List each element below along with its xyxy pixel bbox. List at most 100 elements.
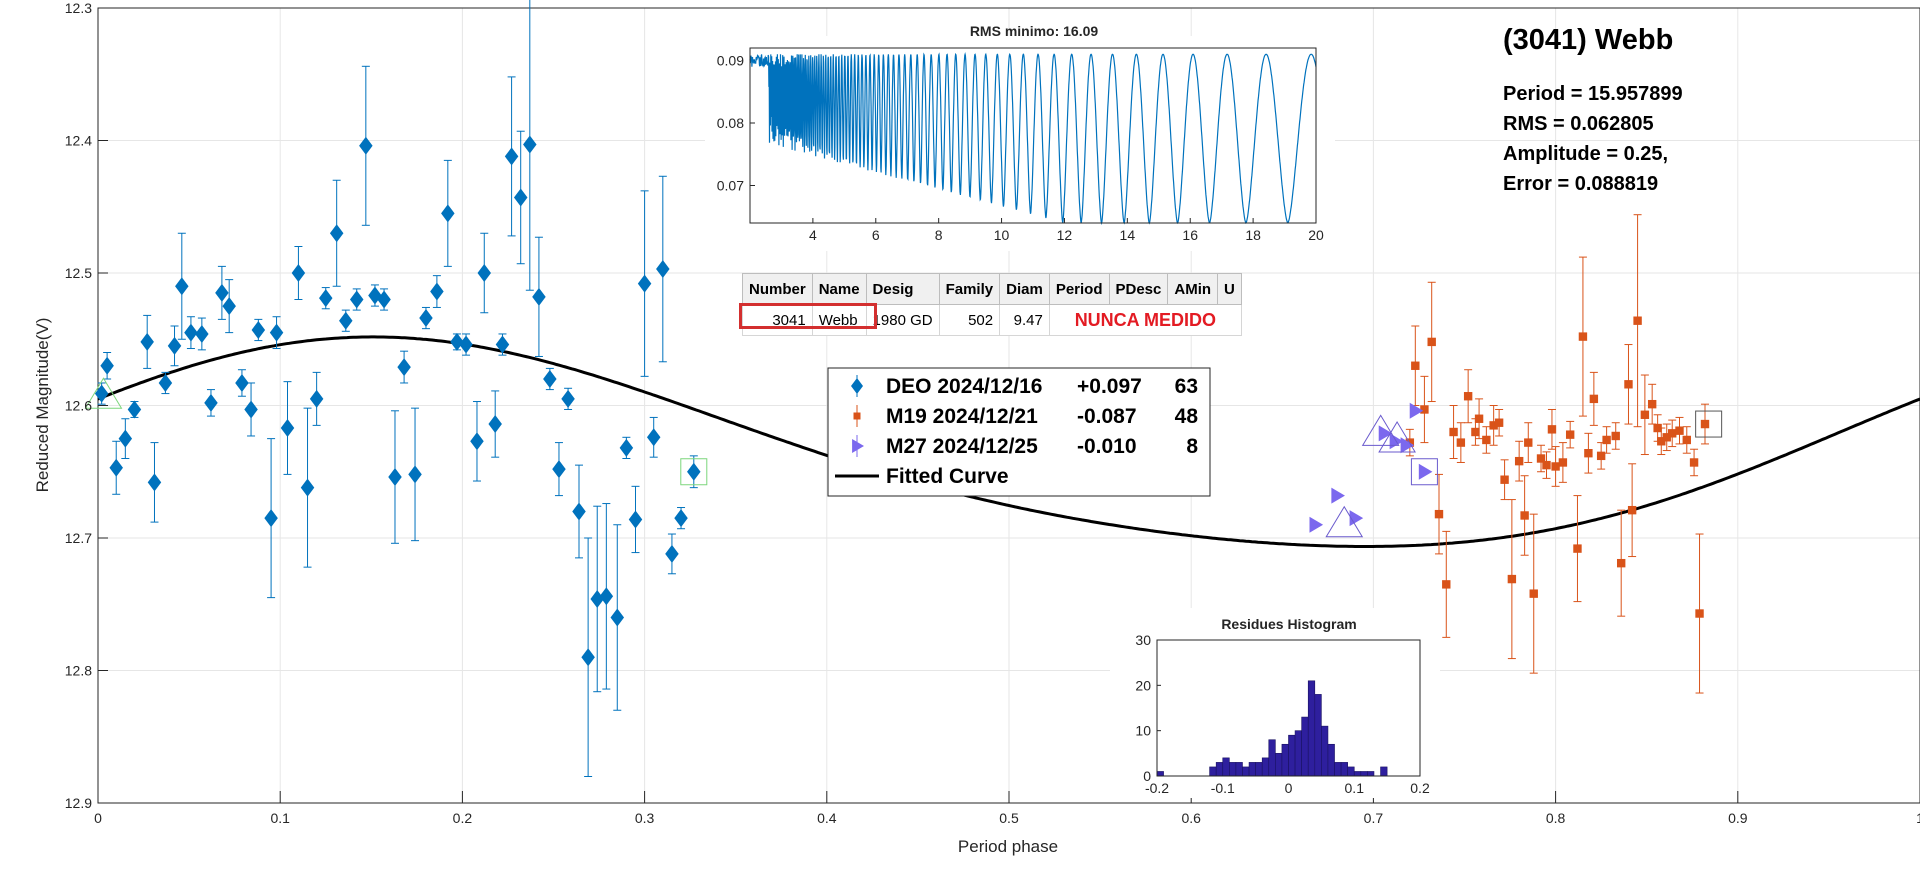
data-point (656, 260, 670, 278)
data-point (175, 277, 189, 295)
histogram-bar (1289, 735, 1296, 776)
data-point (1309, 517, 1323, 533)
cell-family: 502 (939, 305, 1000, 336)
histogram-bar (1335, 762, 1342, 776)
histogram-bar (1361, 771, 1368, 776)
histogram-bar (1256, 762, 1263, 776)
histogram-bar (1262, 758, 1269, 776)
rms-x-tick-label: 4 (809, 227, 817, 243)
histogram-bar (1223, 758, 1230, 776)
y-tick-label: 12.3 (65, 0, 92, 16)
legend-series-name: M19 2024/12/21 (886, 405, 1038, 428)
hist-y-tick-label: 30 (1135, 632, 1151, 648)
data-point (523, 135, 537, 153)
data-point (1475, 415, 1483, 423)
data-point (95, 385, 109, 403)
rms-y-tick-label: 0.08 (717, 115, 744, 131)
x-tick-label: 1 (1916, 810, 1920, 826)
x-tick-label: 0.9 (1728, 810, 1748, 826)
col-u: U (1218, 274, 1242, 305)
data-point (1617, 559, 1625, 567)
hist-y-tick-label: 10 (1135, 723, 1151, 739)
data-point (1515, 457, 1523, 465)
col-amin: AMin (1168, 274, 1218, 305)
histogram-bar (1157, 771, 1164, 776)
histogram-bar (1315, 694, 1322, 776)
col-pdesc: PDesc (1109, 274, 1168, 305)
histogram-bar (1229, 762, 1236, 776)
legend-series-offset: -0.010 (1077, 435, 1137, 458)
histogram-bar (1341, 762, 1348, 776)
data-point (148, 473, 162, 491)
data-point (252, 321, 266, 339)
histogram-bar (1302, 717, 1309, 776)
y-tick-label: 12.5 (65, 265, 92, 281)
data-point (611, 609, 625, 627)
x-tick-label: 0.5 (999, 810, 1019, 826)
y-tick-label: 12.6 (65, 398, 92, 414)
data-point (330, 224, 344, 242)
legend-series-name: DEO 2024/12/16 (886, 375, 1042, 398)
data-point (1566, 430, 1574, 438)
x-tick-label: 0.8 (1546, 810, 1566, 826)
data-point (514, 188, 528, 206)
data-point (665, 545, 679, 563)
col-family: Family (939, 274, 1000, 305)
hist-y-tick-label: 0 (1143, 768, 1151, 784)
data-point (620, 439, 634, 457)
data-point (109, 459, 123, 477)
histogram-bar (1348, 767, 1355, 776)
data-point (1648, 400, 1656, 408)
histogram-bar (1381, 767, 1388, 776)
data-point (1579, 332, 1587, 340)
data-point (301, 479, 315, 497)
data-point (1701, 420, 1709, 428)
histogram-bar (1210, 767, 1217, 776)
data-point (1624, 380, 1632, 388)
rms-x-tick-label: 14 (1120, 227, 1136, 243)
histogram-bar (1236, 762, 1243, 776)
data-point (350, 291, 364, 309)
data-point (264, 509, 278, 527)
data-point (222, 297, 236, 315)
rms-x-tick-label: 20 (1308, 227, 1324, 243)
data-point (1411, 362, 1419, 370)
legend-series-count: 63 (1175, 375, 1198, 398)
data-point (459, 336, 473, 354)
data-point (1435, 510, 1443, 518)
data-point (319, 289, 333, 307)
rms-x-tick-label: 6 (872, 227, 880, 243)
x-tick-label: 0.4 (817, 810, 837, 826)
histogram-bar (1269, 740, 1276, 776)
legend-series-count: 48 (1175, 405, 1199, 428)
cell-diam: 9.47 (1000, 305, 1050, 336)
x-tick-label: 0 (94, 810, 102, 826)
col-number: Number (743, 274, 813, 305)
data-point (1612, 432, 1620, 440)
data-point (397, 358, 411, 376)
data-point (244, 400, 258, 418)
data-point (292, 264, 306, 282)
legend-series-offset: +0.097 (1077, 375, 1142, 398)
legend-series-name: M27 2024/12/25 (886, 435, 1038, 458)
hist-y-tick-label: 20 (1135, 677, 1151, 693)
data-point (1530, 589, 1538, 597)
data-point (388, 468, 402, 486)
histogram-bar (1308, 681, 1315, 776)
data-point (1584, 449, 1592, 457)
rms-x-tick-label: 12 (1057, 227, 1073, 243)
data-point (470, 432, 484, 450)
rms-y-tick-label: 0.09 (717, 53, 744, 69)
histogram-title: Residues Histogram (1221, 616, 1356, 632)
data-point (478, 264, 492, 282)
legend-series-count: 8 (1186, 435, 1198, 458)
asteroid-title: (3041) Webb (1503, 24, 1683, 57)
data-point (1548, 425, 1556, 433)
histogram-bar (1282, 744, 1289, 776)
data-point (552, 460, 566, 478)
data-point (359, 137, 373, 155)
hist-x-tick-label: 0 (1285, 780, 1293, 796)
x-axis-label: Period phase (958, 837, 1058, 856)
data-point (505, 147, 519, 165)
amplitude-text: Amplitude = 0.25, (1503, 139, 1683, 169)
